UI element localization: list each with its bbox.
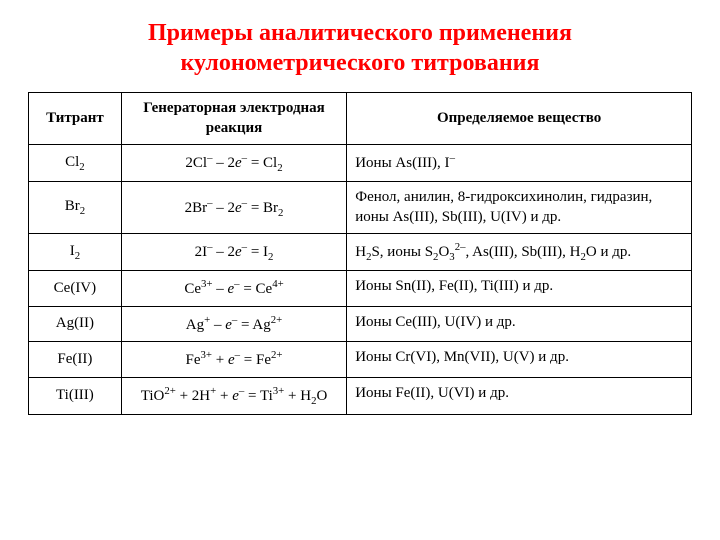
table-row: Ce(IV)Ce3+ – e– = Ce4+Ионы Sn(II), Fe(II…: [29, 271, 692, 307]
cell-reaction: Ce3+ – e– = Ce4+: [121, 271, 346, 307]
table-row: Br22Br– – 2e– = Br2Фенол, анилин, 8-гидр…: [29, 182, 692, 234]
table-row: Fe(II)Fe3+ + e– = Fe2+Ионы Cr(VI), Mn(VI…: [29, 342, 692, 378]
cell-analyte: Ионы Ce(III), U(IV) и др.: [347, 306, 692, 342]
col-header-reaction: Генераторная электродная реакция: [121, 93, 346, 145]
cell-titrant: Fe(II): [29, 342, 122, 378]
cell-titrant: I2: [29, 234, 122, 271]
cell-analyte: Ионы Cr(VI), Mn(VII), U(V) и др.: [347, 342, 692, 378]
cell-analyte: H2S, ионы S2O32–, As(III), Sb(III), H2O …: [347, 234, 692, 271]
table-body: Cl22Cl– – 2e– = Cl2Ионы As(III), I–Br22B…: [29, 145, 692, 415]
cell-reaction: 2Br– – 2e– = Br2: [121, 182, 346, 234]
title-line-1: Примеры аналитического применения: [148, 20, 572, 46]
col-header-titrant: Титрант: [29, 93, 122, 145]
cell-analyte: Ионы Fe(II), U(VI) и др.: [347, 377, 692, 414]
cell-titrant: Br2: [29, 182, 122, 234]
table-row: Ti(III)TiO2+ + 2H+ + e– = Ti3+ + H2OИоны…: [29, 377, 692, 414]
cell-reaction: TiO2+ + 2H+ + e– = Ti3+ + H2O: [121, 377, 346, 414]
cell-reaction: 2Cl– – 2e– = Cl2: [121, 145, 346, 182]
col-header-analyte: Определяемое вещество: [347, 93, 692, 145]
table-row: I22I– – 2e– = I2H2S, ионы S2O32–, As(III…: [29, 234, 692, 271]
page-title: Примеры аналитического применения кулоно…: [28, 18, 692, 78]
cell-analyte: Ионы As(III), I–: [347, 145, 692, 182]
cell-titrant: Ag(II): [29, 306, 122, 342]
table-row: Ag(II)Ag+ – e– = Ag2+Ионы Ce(III), U(IV)…: [29, 306, 692, 342]
cell-titrant: Ti(III): [29, 377, 122, 414]
cell-reaction: 2I– – 2e– = I2: [121, 234, 346, 271]
cell-analyte: Фенол, анилин, 8-гидроксихинолин, гидраз…: [347, 182, 692, 234]
table-row: Cl22Cl– – 2e– = Cl2Ионы As(III), I–: [29, 145, 692, 182]
cell-titrant: Cl2: [29, 145, 122, 182]
slide: Примеры аналитического применения кулоно…: [0, 0, 720, 540]
main-table: Титрант Генераторная электродная реакция…: [28, 92, 692, 415]
cell-reaction: Ag+ – e– = Ag2+: [121, 306, 346, 342]
table-header-row: Титрант Генераторная электродная реакция…: [29, 93, 692, 145]
cell-reaction: Fe3+ + e– = Fe2+: [121, 342, 346, 378]
title-line-2: кулонометрического титрования: [181, 50, 540, 76]
cell-titrant: Ce(IV): [29, 271, 122, 307]
cell-analyte: Ионы Sn(II), Fe(II), Ti(III) и др.: [347, 271, 692, 307]
